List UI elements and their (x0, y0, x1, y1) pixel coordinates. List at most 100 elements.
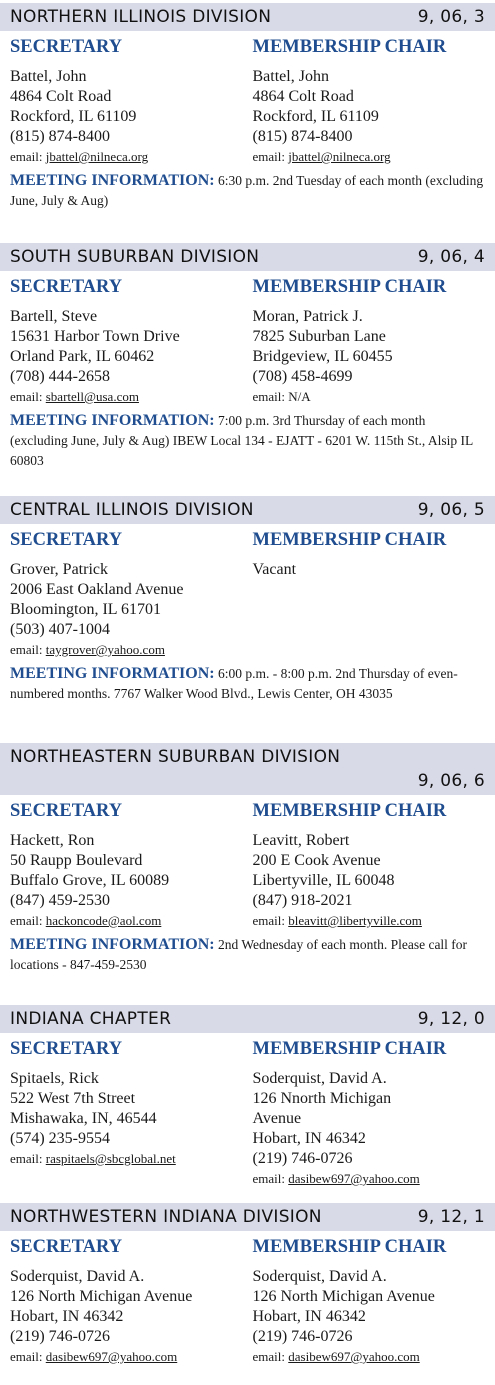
contacts: SECRETARY Soderquist, David A. 126 North M… (0, 1231, 495, 1367)
contacts: SECRETARY Battel, John 4864 Colt Road Rockf… (0, 31, 495, 167)
chair-column: MEMBERSHIP CHAIR Leavitt, Robert 200 E Coo… (253, 795, 495, 931)
secretary-column: SECRETARY Soderquist, David A. 126 North M… (10, 1231, 253, 1367)
email-line: email: sbartell@usa.com (10, 387, 253, 407)
meeting-info: MEETING INFORMATION: 2nd Wednesday of ea… (0, 931, 495, 975)
email-address[interactable]: bleavitt@libertyville.com (288, 913, 422, 928)
meeting-label: MEETING INFORMATION: (10, 172, 215, 189)
role-heading: MEMBERSHIP CHAIR (252, 530, 447, 550)
email-address[interactable]: dasibew697@yahoo.com (45, 1349, 178, 1364)
chair-column: MEMBERSHIP CHAIR Vacant (253, 524, 495, 660)
contact-line: 4864 Colt Road (10, 88, 112, 105)
email-label: email: (10, 642, 43, 657)
email-label: email: (10, 149, 43, 164)
email-line: email: N/A (253, 387, 495, 407)
contact-line: 126 Nnorth Michigan (252, 1090, 392, 1107)
role-heading: SECRETARY (10, 37, 123, 57)
contact-line: Soderquist, David A. (252, 1268, 387, 1285)
chair-column: MEMBERSHIP CHAIR Moran, Patrick J. 7825 Su… (253, 271, 495, 407)
contact-line: (815) 874-8400 (252, 128, 353, 145)
contact-line: Spitaels, Rick (10, 1070, 99, 1087)
division-header: NORTHERN ILLINOIS DIVISION 9, 06, 3 (0, 3, 495, 31)
email-address[interactable]: jbattel@nilneca.org (45, 149, 149, 164)
contact-line: (708) 444-2658 (10, 368, 110, 385)
meeting-info: MEETING INFORMATION: 7:00 p.m. 3rd Thurs… (0, 407, 495, 471)
role-heading: SECRETARY (10, 277, 123, 297)
role-heading: MEMBERSHIP CHAIR (252, 277, 447, 297)
email-address[interactable]: dasibew697@yahoo.com (288, 1349, 420, 1364)
email-address[interactable]: taygrover@yahoo.com (45, 642, 165, 657)
contact-line: (847) 459-2530 (10, 892, 110, 909)
contact-line: Rockford, IL 61109 (252, 108, 379, 125)
email-line: email: jbattel@nilneca.org (10, 147, 253, 167)
contact-line: (708) 458-4699 (252, 368, 353, 385)
contact-line: Hobart, IN 46342 (252, 1308, 366, 1325)
contact-line: 7825 Suburban Lane (252, 328, 386, 345)
contact-line: (219) 746-0726 (252, 1328, 353, 1345)
meeting-label: MEETING INFORMATION: (10, 936, 215, 953)
contact-line: (574) 235-9554 (10, 1130, 110, 1147)
chair-column: MEMBERSHIP CHAIR Soderquist, David A. 126 … (253, 1033, 495, 1189)
role-heading: MEMBERSHIP CHAIR (252, 1039, 447, 1059)
contact-line: Avenue (252, 1110, 302, 1127)
contact-line: Hobart, IN 46342 (252, 1130, 366, 1147)
email-label: email: (252, 149, 286, 164)
contact-line: 126 North Michigan Avenue (252, 1288, 435, 1305)
contact-line: Moran, Patrick J. (252, 308, 363, 325)
email-label: email: (10, 913, 43, 928)
email-address: N/A (288, 389, 311, 404)
email-line: email: dasibew697@yahoo.com (253, 1169, 495, 1189)
meeting-info: MEETING INFORMATION: 6:00 p.m. - 8:00 p.… (0, 660, 495, 704)
meeting-text: 6:00 p.m. - 8:00 p.m. 2nd Thursday of ev… (10, 666, 458, 701)
division-name: NORTHWESTERN INDIANA DIVISION (10, 1207, 322, 1227)
role-heading: SECRETARY (10, 1237, 123, 1257)
division-name: NORTHEASTERN SUBURBAN DIVISION (10, 747, 341, 767)
email-label: email: (252, 389, 286, 404)
contact-line: Soderquist, David A. (10, 1268, 145, 1285)
division-code: 9, 12, 1 (417, 1207, 485, 1227)
email-line: email: dasibew697@yahoo.com (253, 1347, 495, 1367)
contact-line: Bridgeview, IL 60455 (252, 348, 393, 365)
contact-line: 50 Raupp Boulevard (10, 852, 143, 869)
division: CENTRAL ILLINOIS DIVISION 9, 06, 5 SECRETA… (0, 496, 495, 704)
division: NORTHERN ILLINOIS DIVISION 9, 06, 3 SECRET… (0, 3, 495, 211)
meeting-text: 2nd Wednesday of each month. Please call… (10, 937, 468, 972)
contact-line: Grover, Patrick (10, 561, 108, 578)
email-line: email: taygrover@yahoo.com (10, 640, 253, 660)
email-label: email: (10, 389, 43, 404)
contact-line: Bartell, Steve (10, 308, 98, 325)
division-name: CENTRAL ILLINOIS DIVISION (10, 500, 254, 520)
contact-line: (219) 746-0726 (252, 1150, 353, 1167)
role-heading: SECRETARY (10, 801, 123, 821)
secretary-column: SECRETARY Battel, John 4864 Colt Road Rockf… (10, 31, 253, 167)
contact-line: Buffalo Grove, IL 60089 (10, 872, 170, 889)
email-address[interactable]: dasibew697@yahoo.com (288, 1171, 420, 1186)
division: INDIANA CHAPTER 9, 12, 0 SECRETARY Spitaels… (0, 1005, 495, 1189)
email-label: email: (10, 1151, 43, 1166)
contact-line: 2006 East Oakland Avenue (10, 581, 184, 598)
division-header: NORTHEASTERN SUBURBAN DIVISION 9, 06, 6 (0, 743, 495, 795)
role-heading: SECRETARY (10, 1039, 123, 1059)
contact-line: Mishawaka, IN, 46544 (10, 1110, 157, 1127)
meeting-label: MEETING INFORMATION: (10, 412, 215, 429)
role-heading: MEMBERSHIP CHAIR (252, 801, 447, 821)
role-heading: SECRETARY (10, 530, 123, 550)
secretary-column: SECRETARY Spitaels, Rick 522 West 7th Stre… (10, 1033, 253, 1189)
email-address[interactable]: raspitaels@sbcglobal.net (45, 1151, 176, 1166)
role-heading: MEMBERSHIP CHAIR (252, 37, 447, 57)
contact-line: Bloomington, IL 61701 (10, 601, 161, 618)
division-code: 9, 06, 3 (417, 7, 485, 27)
email-address[interactable]: sbartell@usa.com (45, 389, 139, 404)
division-code: 9, 06, 6 (417, 771, 485, 791)
contact-line: 522 West 7th Street (10, 1090, 136, 1107)
secretary-column: SECRETARY Bartell, Steve 15631 Harbor Town… (10, 271, 253, 407)
email-address[interactable]: jbattel@nilneca.org (288, 149, 391, 164)
email-address[interactable]: hackoncode@aol.com (45, 913, 162, 928)
contact-line: Soderquist, David A. (252, 1070, 387, 1087)
email-line: email: dasibew697@yahoo.com (10, 1347, 253, 1367)
contact-line: 15631 Harbor Town Drive (10, 328, 180, 345)
contacts: SECRETARY Bartell, Steve 15631 Harbor Town… (0, 271, 495, 407)
contact-line: (847) 918-2021 (252, 892, 353, 909)
contact-line: Vacant (252, 561, 297, 578)
division-name: SOUTH SUBURBAN DIVISION (10, 247, 260, 267)
contact-line: Leavitt, Robert (252, 832, 350, 849)
